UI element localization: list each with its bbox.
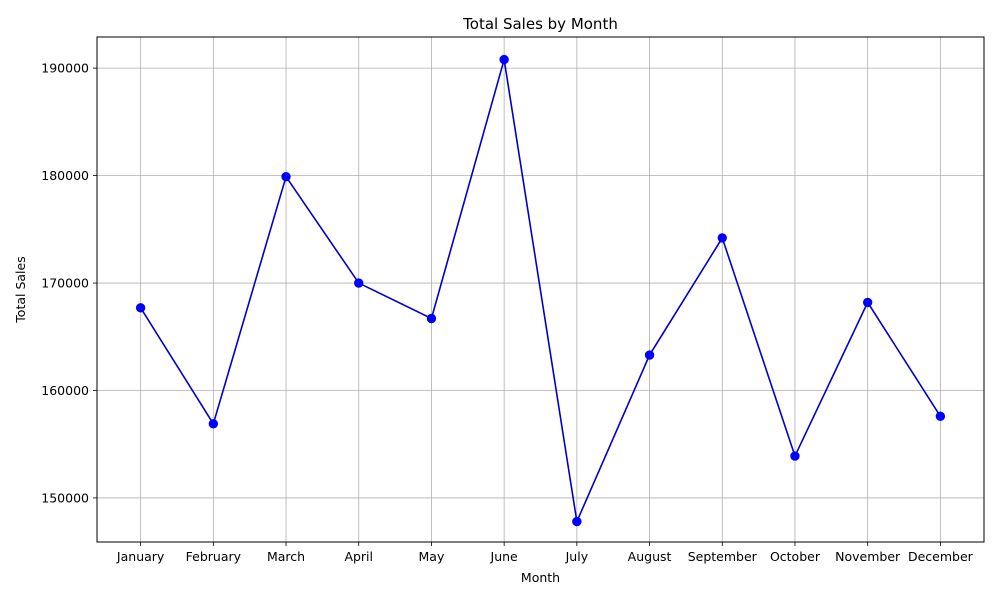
data-point-february: [208, 419, 219, 429]
y-tick-label: 160000: [41, 383, 89, 398]
x-tick-label: April: [344, 549, 373, 564]
x-tick-label: September: [688, 549, 758, 564]
x-tick-label: February: [186, 549, 242, 564]
data-point-march: [281, 171, 291, 182]
grid: [97, 37, 984, 542]
ticks: January February March April May June July Augu…: [41, 61, 973, 564]
x-tick-label: May: [419, 549, 445, 564]
data-point-august: [644, 350, 655, 360]
data-point-november: [862, 297, 873, 308]
data-point-october: [790, 451, 800, 461]
data-point-july: [572, 516, 582, 527]
x-tick-label: March: [267, 549, 305, 564]
y-tick-label: 150000: [41, 490, 89, 505]
data-point-may: [426, 313, 437, 324]
data-point-september: [717, 233, 727, 243]
plot-frame: [96, 36, 985, 543]
data-point-june: [499, 54, 509, 65]
series-layer: [135, 54, 946, 527]
y-tick-label: 190000: [41, 61, 89, 76]
data-point-january: [135, 303, 146, 313]
x-tick-label: June: [490, 549, 519, 564]
chart-title: Total Sales by Month: [462, 15, 618, 33]
x-tick-label: January: [116, 549, 165, 564]
x-tick-label: July: [565, 549, 589, 564]
x-tick-label: December: [908, 549, 974, 564]
data-point-december: [935, 411, 946, 421]
y-tick-label: 170000: [41, 276, 89, 291]
data-point-april: [354, 278, 364, 288]
x-tick-label: August: [628, 549, 672, 564]
y-tick-label: 180000: [41, 168, 89, 183]
x-tick-label: November: [835, 549, 901, 564]
y-axis-title: Total Sales: [13, 256, 28, 323]
series-line: [139, 59, 942, 525]
x-axis-title: Month: [521, 570, 560, 585]
x-tick-label: October: [770, 549, 821, 564]
